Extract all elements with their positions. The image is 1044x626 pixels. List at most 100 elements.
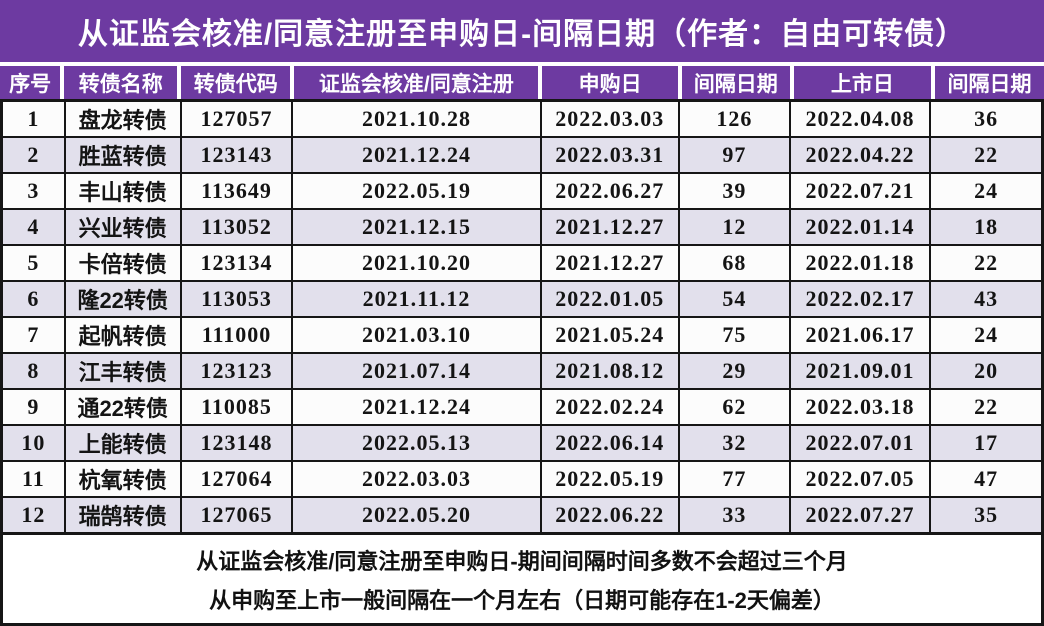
table-cell: 113649 <box>181 174 292 208</box>
table-cell: 江丰转债 <box>65 354 180 388</box>
table-cell: 2022.07.01 <box>790 426 930 460</box>
table-cell: 36 <box>931 102 1041 136</box>
table-cell: 62 <box>679 390 789 424</box>
table-cell: 75 <box>679 318 789 352</box>
column-header: 间隔日期 <box>935 66 1044 99</box>
table-cell: 2022.07.05 <box>790 462 930 496</box>
table-cell: 2022.01.05 <box>541 282 678 316</box>
column-header: 序号 <box>0 66 61 99</box>
table-cell: 2021.10.20 <box>293 246 540 280</box>
column-header: 上市日 <box>793 66 931 99</box>
footer-note: 从证监会核准/同意注册至申购日-期间间隔时间多数不会超过三个月 从申购至上市一般… <box>0 535 1044 626</box>
table-cell: 123143 <box>181 138 292 172</box>
table-body: 1 盘龙转债 127057 2021.10.28 2022.03.03 126 2022.0… <box>0 99 1044 535</box>
table-cell: 127065 <box>181 498 292 532</box>
table-cell: 隆22转债 <box>65 282 180 316</box>
table-cell: 4 <box>3 210 64 244</box>
table-cell: 113052 <box>181 210 292 244</box>
table-cell: 123134 <box>181 246 292 280</box>
table-cell: 2022.06.14 <box>541 426 678 460</box>
table-cell: 24 <box>931 174 1041 208</box>
table-cell: 2022.03.03 <box>541 102 678 136</box>
table-cell: 123123 <box>181 354 292 388</box>
table-cell: 5 <box>3 246 64 280</box>
table-cell: 2021.12.27 <box>541 246 678 280</box>
table-cell: 2021.11.12 <box>293 282 540 316</box>
table-cell: 126 <box>679 102 789 136</box>
table-cell: 7 <box>3 318 64 352</box>
table-cell: 2022.01.14 <box>790 210 930 244</box>
table-cell: 12 <box>679 210 789 244</box>
column-header: 间隔日期 <box>681 66 790 99</box>
table-cell: 2021.12.24 <box>293 138 540 172</box>
table-cell: 1 <box>3 102 64 136</box>
table-cell: 2021.06.17 <box>790 318 930 352</box>
table-cell: 2021.08.12 <box>541 354 678 388</box>
table-cell: 127064 <box>181 462 292 496</box>
table-cell: 起帆转债 <box>65 318 180 352</box>
table-cell: 2021.09.01 <box>790 354 930 388</box>
table-cell: 97 <box>679 138 789 172</box>
table-cell: 2022.05.19 <box>541 462 678 496</box>
table-cell: 20 <box>931 354 1041 388</box>
table-cell: 2022.04.08 <box>790 102 930 136</box>
table-cell: 3 <box>3 174 64 208</box>
table-cell: 11 <box>3 462 64 496</box>
table-cell: 8 <box>3 354 64 388</box>
table-cell: 2022.05.20 <box>293 498 540 532</box>
table-cell: 丰山转债 <box>65 174 180 208</box>
table-cell: 127057 <box>181 102 292 136</box>
table-cell: 通22转债 <box>65 390 180 424</box>
table-cell: 杭氧转债 <box>65 462 180 496</box>
table-cell: 39 <box>679 174 789 208</box>
table-cell: 2022.07.21 <box>790 174 930 208</box>
column-header: 申购日 <box>542 66 678 99</box>
column-header: 证监会核准/同意注册 <box>294 66 539 99</box>
table-cell: 上能转债 <box>65 426 180 460</box>
table-cell: 9 <box>3 390 64 424</box>
table-cell: 2022.03.31 <box>541 138 678 172</box>
table-cell: 2 <box>3 138 64 172</box>
table-cell: 2022.07.27 <box>790 498 930 532</box>
table-cell: 2022.02.24 <box>541 390 678 424</box>
table-cell: 2021.03.10 <box>293 318 540 352</box>
table-cell: 29 <box>679 354 789 388</box>
table-cell: 43 <box>931 282 1041 316</box>
table-cell: 盘龙转债 <box>65 102 180 136</box>
table-cell: 胜蓝转债 <box>65 138 180 172</box>
table-cell: 6 <box>3 282 64 316</box>
table-cell: 35 <box>931 498 1041 532</box>
footer-line-2: 从申购至上市一般间隔在一个月左右（日期可能存在1-2天偏差） <box>209 587 835 613</box>
table-cell: 24 <box>931 318 1041 352</box>
table-cell: 123148 <box>181 426 292 460</box>
table-cell: 33 <box>679 498 789 532</box>
table-cell: 2022.04.22 <box>790 138 930 172</box>
table-cell: 2022.05.13 <box>293 426 540 460</box>
table-cell: 68 <box>679 246 789 280</box>
table-cell: 17 <box>931 426 1041 460</box>
table-cell: 2021.05.24 <box>541 318 678 352</box>
table-cell: 卡倍转债 <box>65 246 180 280</box>
table-cell: 2022.01.18 <box>790 246 930 280</box>
table-cell: 2022.06.22 <box>541 498 678 532</box>
table-cell: 32 <box>679 426 789 460</box>
table-cell: 113053 <box>181 282 292 316</box>
table-cell: 111000 <box>181 318 292 352</box>
table-cell: 2022.03.18 <box>790 390 930 424</box>
table-cell: 2022.02.17 <box>790 282 930 316</box>
table-cell: 2022.06.27 <box>541 174 678 208</box>
table-cell: 22 <box>931 246 1041 280</box>
table-cell: 22 <box>931 138 1041 172</box>
table-cell: 18 <box>931 210 1041 244</box>
table-cell: 54 <box>679 282 789 316</box>
table-cell: 2021.07.14 <box>293 354 540 388</box>
title-divider <box>0 62 1044 66</box>
table-cell: 2021.12.27 <box>541 210 678 244</box>
table-cell: 110085 <box>181 390 292 424</box>
table-cell: 2021.10.28 <box>293 102 540 136</box>
table-cell: 47 <box>931 462 1041 496</box>
page-title: 从证监会核准/同意注册至申购日-间隔日期（作者：自由可转债） <box>0 0 1044 62</box>
table-cell: 2021.12.15 <box>293 210 540 244</box>
table-cell: 2022.05.19 <box>293 174 540 208</box>
